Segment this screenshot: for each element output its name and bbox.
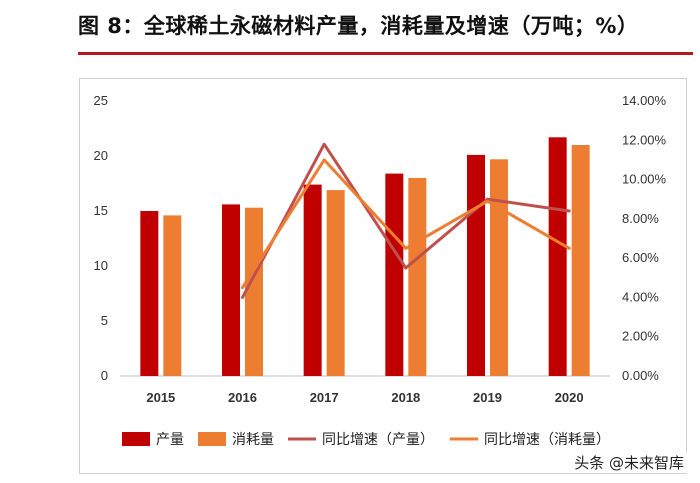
y-right-tick-label: 12.00% [622, 132, 667, 147]
bar-consumption [571, 145, 590, 376]
y-right-tick-label: 4.00% [622, 289, 659, 304]
bar-production [548, 137, 567, 376]
chart: 0 5 10 15 20 25 0.00% 2.00% 4.00% 6.00% 8.00% 10.00… [94, 93, 667, 448]
bar-consumption [408, 178, 427, 376]
legend-label: 同比增速（产量） [322, 432, 434, 448]
x-category-label: 2017 [310, 390, 339, 405]
y-right-tick-label: 6.00% [622, 250, 659, 265]
bar-consumption [490, 159, 508, 376]
y-right-tick-label: 10.00% [622, 172, 667, 187]
y-left-tick-label: 0 [101, 368, 108, 383]
line-consumption-growth [241, 158, 571, 290]
bar-production [222, 204, 240, 376]
watermark: 头条 @未来智库 [570, 452, 688, 473]
bar-consumption [326, 190, 345, 376]
y-left-tick-label: 20 [94, 148, 108, 163]
x-category-label: 2018 [391, 390, 420, 405]
y-left-tick-label: 15 [94, 203, 108, 218]
y-right-tick-label: 14.00% [622, 93, 667, 108]
y-right-tick-label: 8.00% [622, 211, 659, 226]
bar-consumption [163, 215, 182, 376]
y-right-tick-label: 2.00% [622, 329, 659, 344]
bar-consumption [245, 207, 263, 376]
bar-production [385, 173, 404, 376]
legend-swatch [198, 432, 226, 446]
bar-production [303, 184, 322, 376]
bar-production [140, 211, 159, 376]
line-production-growth [241, 142, 571, 299]
legend-label: 同比增速（消耗量） [484, 432, 610, 448]
x-category-label: 2019 [473, 390, 502, 405]
x-category-label: 2015 [146, 390, 175, 405]
bar-production [467, 154, 485, 376]
y-left-tick-label: 25 [94, 93, 108, 108]
y-left-tick-label: 10 [94, 258, 108, 273]
x-category-label: 2020 [555, 390, 584, 405]
chart-frame: 0 5 10 15 20 25 0.00% 2.00% 4.00% 6.00% 8.00% 10.00… [79, 78, 687, 474]
figure-title: 图 8：全球稀土永磁材料产量，消耗量及增速（万吨；%） [78, 14, 639, 38]
y-left-tick-label: 5 [101, 313, 108, 328]
y-right-tick-label: 0.00% [622, 368, 659, 383]
x-category-label: 2016 [228, 390, 257, 405]
legend-swatch [122, 432, 150, 446]
legend-label: 产量 [156, 432, 184, 448]
legend-label: 消耗量 [232, 432, 274, 448]
title-rule [78, 52, 693, 55]
